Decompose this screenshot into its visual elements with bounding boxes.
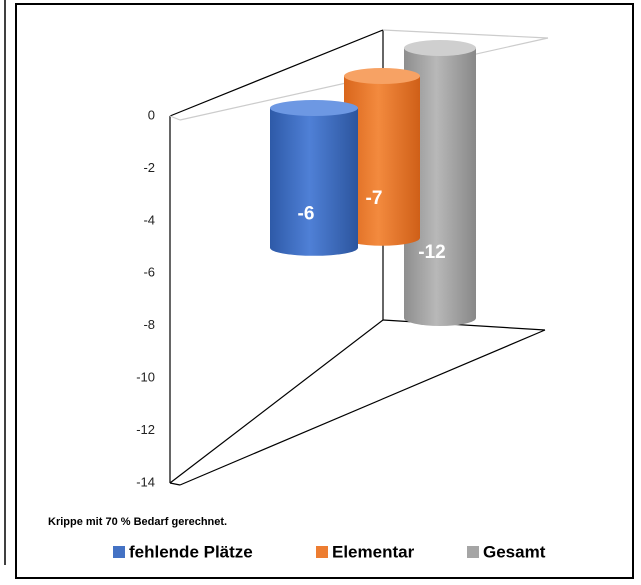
data-label: -7 [366,188,383,209]
legend-label: fehlende Plätze [129,542,253,561]
data-label: -6 [298,203,315,224]
y-tick-label: -10 [136,370,155,385]
cylinder: -6 [270,100,358,256]
y-tick-label: -2 [143,160,155,175]
chart-border [15,3,634,579]
legend-label: Elementar [332,542,415,561]
y-tick-label: -12 [136,422,155,437]
legend-swatch [316,546,328,558]
bar-top [344,68,420,84]
bar-top [404,40,476,56]
bar [270,108,358,248]
y-tick-label: -6 [143,265,155,280]
data-label: -12 [418,242,445,263]
y-tick-label: 0 [148,107,155,122]
legend-swatch [467,546,479,558]
y-tick-label: -14 [136,474,155,489]
annotation: Krippe mit 70 % Bedarf gerechnet. [48,516,227,528]
bar-bottom [404,310,476,326]
bar-top [270,100,358,116]
y-tick-label: -4 [143,212,155,227]
legend-swatch [113,546,125,558]
bar-bottom [344,229,420,246]
bar-bottom [270,239,358,256]
y-tick-label: -8 [143,317,155,332]
legend-label: Gesamt [483,542,546,561]
